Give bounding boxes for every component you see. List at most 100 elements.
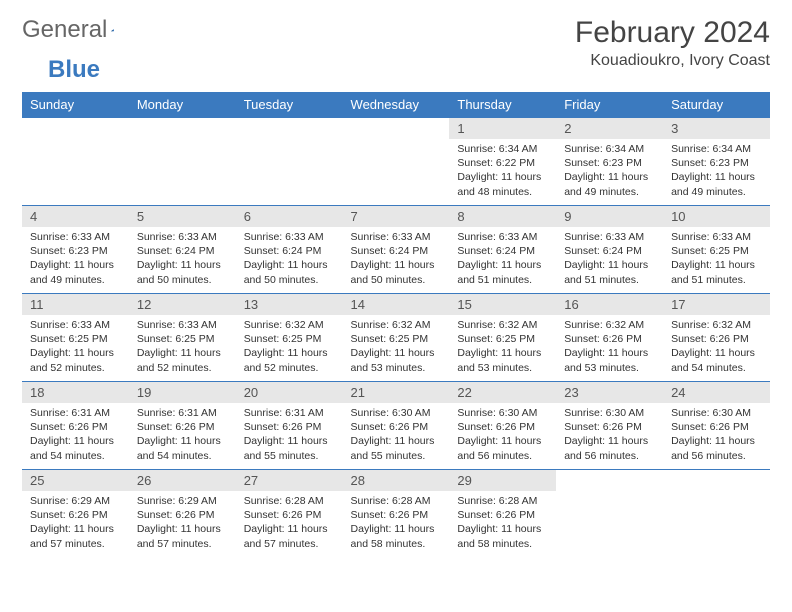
sunset-text: Sunset: 6:24 PM [351, 244, 442, 258]
day-content: Sunrise: 6:33 AMSunset: 6:24 PMDaylight:… [343, 227, 450, 291]
sunrise-text: Sunrise: 6:33 AM [351, 230, 442, 244]
day-content: Sunrise: 6:28 AMSunset: 6:26 PMDaylight:… [343, 491, 450, 555]
sunset-text: Sunset: 6:26 PM [671, 332, 762, 346]
sunrise-text: Sunrise: 6:32 AM [671, 318, 762, 332]
day-number: 24 [663, 382, 770, 403]
day-content: Sunrise: 6:33 AMSunset: 6:24 PMDaylight:… [129, 227, 236, 291]
calendar-day-cell: 27Sunrise: 6:28 AMSunset: 6:26 PMDayligh… [236, 470, 343, 558]
sunrise-text: Sunrise: 6:33 AM [564, 230, 655, 244]
sunrise-text: Sunrise: 6:33 AM [30, 318, 121, 332]
day-number: 20 [236, 382, 343, 403]
sunrise-text: Sunrise: 6:28 AM [244, 494, 335, 508]
daylight-text: Daylight: 11 hours and 52 minutes. [244, 346, 335, 374]
calendar-day-cell: 25Sunrise: 6:29 AMSunset: 6:26 PMDayligh… [22, 470, 129, 558]
day-number [343, 118, 450, 124]
day-number: 11 [22, 294, 129, 315]
weekday-header: Saturday [663, 92, 770, 118]
daylight-text: Daylight: 11 hours and 57 minutes. [137, 522, 228, 550]
day-content: Sunrise: 6:33 AMSunset: 6:24 PMDaylight:… [556, 227, 663, 291]
day-number [129, 118, 236, 124]
sunset-text: Sunset: 6:26 PM [564, 332, 655, 346]
day-number: 15 [449, 294, 556, 315]
sunset-text: Sunset: 6:24 PM [244, 244, 335, 258]
day-number: 12 [129, 294, 236, 315]
weekday-header: Friday [556, 92, 663, 118]
sunset-text: Sunset: 6:26 PM [564, 420, 655, 434]
sunrise-text: Sunrise: 6:33 AM [137, 230, 228, 244]
day-number: 6 [236, 206, 343, 227]
calendar-day-cell [129, 118, 236, 206]
calendar-day-cell: 22Sunrise: 6:30 AMSunset: 6:26 PMDayligh… [449, 382, 556, 470]
daylight-text: Daylight: 11 hours and 56 minutes. [564, 434, 655, 462]
calendar-day-cell: 2Sunrise: 6:34 AMSunset: 6:23 PMDaylight… [556, 118, 663, 206]
day-content: Sunrise: 6:30 AMSunset: 6:26 PMDaylight:… [556, 403, 663, 467]
day-number: 2 [556, 118, 663, 139]
daylight-text: Daylight: 11 hours and 54 minutes. [137, 434, 228, 462]
sunrise-text: Sunrise: 6:33 AM [671, 230, 762, 244]
calendar-week-row: 18Sunrise: 6:31 AMSunset: 6:26 PMDayligh… [22, 382, 770, 470]
sunrise-text: Sunrise: 6:29 AM [30, 494, 121, 508]
day-number: 1 [449, 118, 556, 139]
day-content: Sunrise: 6:34 AMSunset: 6:22 PMDaylight:… [449, 139, 556, 203]
calendar-day-cell: 24Sunrise: 6:30 AMSunset: 6:26 PMDayligh… [663, 382, 770, 470]
calendar-day-cell: 13Sunrise: 6:32 AMSunset: 6:25 PMDayligh… [236, 294, 343, 382]
day-content: Sunrise: 6:31 AMSunset: 6:26 PMDaylight:… [129, 403, 236, 467]
sunset-text: Sunset: 6:26 PM [30, 420, 121, 434]
daylight-text: Daylight: 11 hours and 49 minutes. [671, 170, 762, 198]
sunrise-text: Sunrise: 6:31 AM [30, 406, 121, 420]
day-number: 7 [343, 206, 450, 227]
day-number: 14 [343, 294, 450, 315]
daylight-text: Daylight: 11 hours and 58 minutes. [351, 522, 442, 550]
daylight-text: Daylight: 11 hours and 50 minutes. [244, 258, 335, 286]
sunset-text: Sunset: 6:26 PM [457, 508, 548, 522]
day-number [22, 118, 129, 124]
day-number: 21 [343, 382, 450, 403]
sunrise-text: Sunrise: 6:32 AM [457, 318, 548, 332]
calendar-day-cell: 15Sunrise: 6:32 AMSunset: 6:25 PMDayligh… [449, 294, 556, 382]
sunrise-text: Sunrise: 6:34 AM [564, 142, 655, 156]
day-number: 27 [236, 470, 343, 491]
daylight-text: Daylight: 11 hours and 56 minutes. [457, 434, 548, 462]
calendar-day-cell: 16Sunrise: 6:32 AMSunset: 6:26 PMDayligh… [556, 294, 663, 382]
day-content: Sunrise: 6:28 AMSunset: 6:26 PMDaylight:… [449, 491, 556, 555]
daylight-text: Daylight: 11 hours and 55 minutes. [244, 434, 335, 462]
day-number: 16 [556, 294, 663, 315]
day-number: 25 [22, 470, 129, 491]
logo: General [22, 16, 133, 44]
daylight-text: Daylight: 11 hours and 54 minutes. [30, 434, 121, 462]
calendar-day-cell: 12Sunrise: 6:33 AMSunset: 6:25 PMDayligh… [129, 294, 236, 382]
calendar-week-row: 1Sunrise: 6:34 AMSunset: 6:22 PMDaylight… [22, 118, 770, 206]
sunrise-text: Sunrise: 6:34 AM [671, 142, 762, 156]
daylight-text: Daylight: 11 hours and 58 minutes. [457, 522, 548, 550]
daylight-text: Daylight: 11 hours and 54 minutes. [671, 346, 762, 374]
day-number: 23 [556, 382, 663, 403]
daylight-text: Daylight: 11 hours and 50 minutes. [137, 258, 228, 286]
sunrise-text: Sunrise: 6:30 AM [564, 406, 655, 420]
calendar-week-row: 4Sunrise: 6:33 AMSunset: 6:23 PMDaylight… [22, 206, 770, 294]
day-content: Sunrise: 6:30 AMSunset: 6:26 PMDaylight:… [663, 403, 770, 467]
sunrise-text: Sunrise: 6:28 AM [351, 494, 442, 508]
day-content: Sunrise: 6:29 AMSunset: 6:26 PMDaylight:… [22, 491, 129, 555]
calendar-day-cell: 1Sunrise: 6:34 AMSunset: 6:22 PMDaylight… [449, 118, 556, 206]
logo-triangle-icon [111, 22, 114, 38]
sunrise-text: Sunrise: 6:30 AM [457, 406, 548, 420]
day-number [663, 470, 770, 476]
day-content: Sunrise: 6:33 AMSunset: 6:25 PMDaylight:… [22, 315, 129, 379]
day-number: 19 [129, 382, 236, 403]
day-number: 3 [663, 118, 770, 139]
sunset-text: Sunset: 6:26 PM [671, 420, 762, 434]
day-content: Sunrise: 6:32 AMSunset: 6:25 PMDaylight:… [236, 315, 343, 379]
calendar-day-cell: 20Sunrise: 6:31 AMSunset: 6:26 PMDayligh… [236, 382, 343, 470]
day-number: 29 [449, 470, 556, 491]
calendar-day-cell: 18Sunrise: 6:31 AMSunset: 6:26 PMDayligh… [22, 382, 129, 470]
day-content: Sunrise: 6:30 AMSunset: 6:26 PMDaylight:… [343, 403, 450, 467]
weekday-header-row: Sunday Monday Tuesday Wednesday Thursday… [22, 92, 770, 118]
calendar-day-cell: 8Sunrise: 6:33 AMSunset: 6:24 PMDaylight… [449, 206, 556, 294]
daylight-text: Daylight: 11 hours and 51 minutes. [671, 258, 762, 286]
sunset-text: Sunset: 6:26 PM [244, 508, 335, 522]
sunset-text: Sunset: 6:24 PM [457, 244, 548, 258]
day-number: 26 [129, 470, 236, 491]
sunset-text: Sunset: 6:23 PM [671, 156, 762, 170]
sunset-text: Sunset: 6:26 PM [351, 508, 442, 522]
sunset-text: Sunset: 6:26 PM [457, 420, 548, 434]
